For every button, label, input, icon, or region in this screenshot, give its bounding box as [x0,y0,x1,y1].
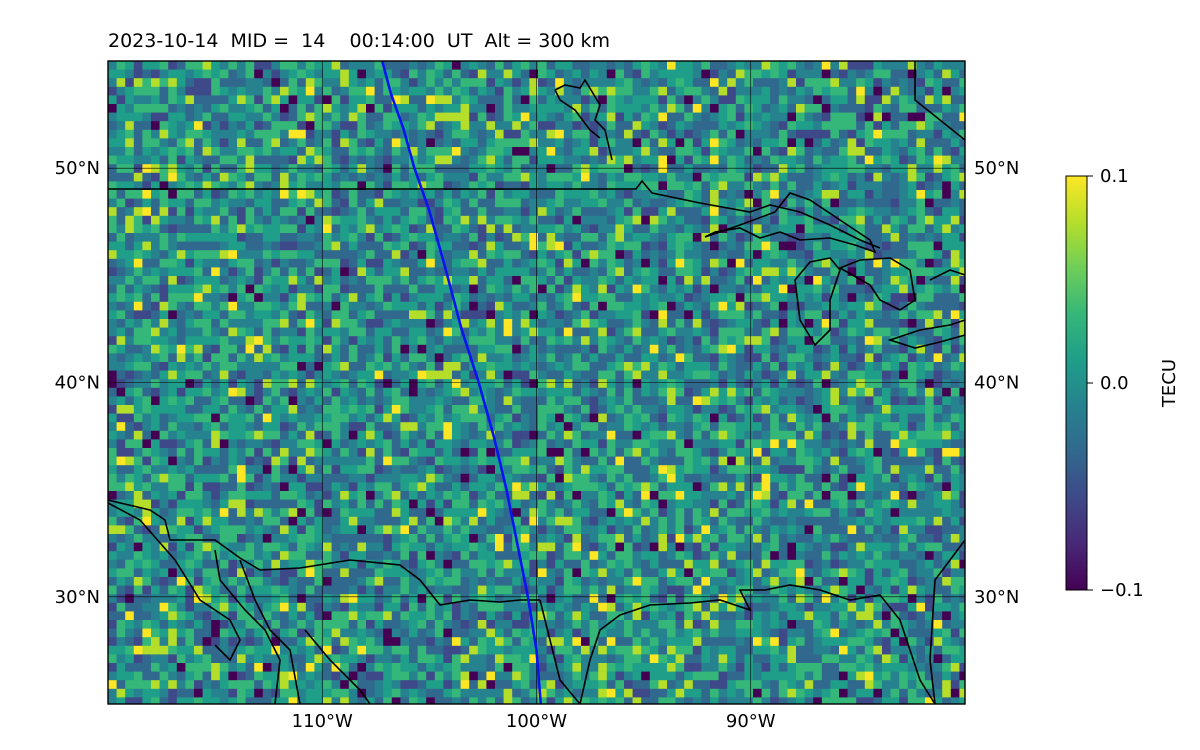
lat-tick-label-right: 30°N [974,587,1019,608]
hudson-bay-coast [554,78,613,161]
florida [929,539,965,704]
lon-tick-labels: 110°W 100°W 90°W [292,711,776,732]
map-title: 2023-10-14 MID = 14 00:14:00 UT Alt = 30… [108,30,611,52]
gulf-of-california [239,559,371,704]
lat-tick-label-right: 40°N [974,373,1019,394]
us-canada-border [108,179,881,249]
colorbar-gradient [1065,175,1088,591]
colorbar-tick-label: 0.1 [1100,166,1129,187]
lat-tick-label-right: 50°N [974,158,1019,179]
ne-coast [914,61,965,141]
lon-tick-label: 110°W [292,711,353,732]
lon-tick-label: 90°W [726,711,776,732]
lake-huron [838,257,916,311]
lon-tick-label: 100°W [506,711,567,732]
lat-tick-label-left: 50°N [55,158,100,179]
colorbar-label: TECU [1159,359,1180,408]
lake-michigan [794,257,841,347]
coastlines [108,61,965,704]
mexico-border [108,499,540,606]
plot-frame [107,60,966,705]
lake-superior [704,192,877,254]
lat-tick-label-left: 40°N [55,373,100,394]
gridlines [108,61,965,704]
lat-tick-label-left: 30°N [55,587,100,608]
colorbar-tick-label: 0.0 [1100,373,1129,394]
colorbar-ticks: 0.1 0.0 −0.1 [1087,166,1144,601]
satellite-track [380,61,543,704]
hudson-bay-island [554,89,601,139]
colorbar-tick-label: −0.1 [1100,580,1144,601]
lat-tick-labels: 50°N 50°N 40°N 40°N 30°N 30°N [55,158,1020,608]
gulf-coast [539,584,936,704]
baja-california [108,502,281,704]
tec-heatmap [108,61,965,704]
lakes-east [887,269,965,349]
colorbar: 0.1 0.0 −0.1 TECU [1065,166,1180,601]
